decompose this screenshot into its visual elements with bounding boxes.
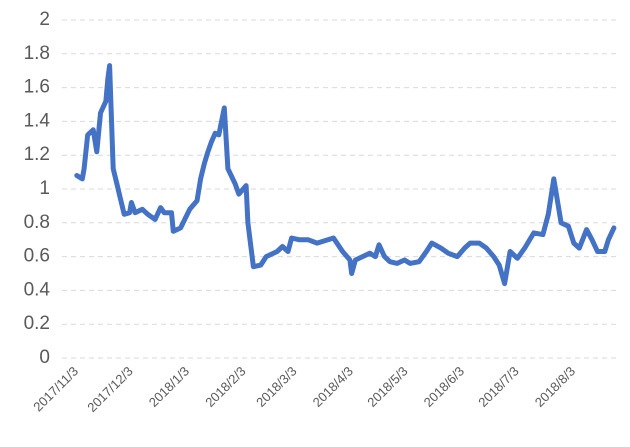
x-tick-label: 2018/4/3: [310, 364, 356, 410]
y-tick-label: 1: [39, 178, 50, 199]
x-tick-label: 2018/8/3: [532, 364, 578, 410]
x-tick-label: 2018/2/3: [202, 364, 248, 410]
y-tick-label: 2: [39, 9, 50, 30]
y-tick-label: 1.8: [24, 43, 50, 64]
line-series: [74, 63, 617, 287]
y-tick-label: 1.4: [24, 110, 51, 131]
y-tick-label: 0.6: [24, 246, 50, 267]
x-tick-label: 2018/5/3: [364, 364, 410, 410]
y-tick-label: 0.4: [24, 279, 51, 300]
y-tick-label: 1.2: [24, 144, 50, 165]
y-tick-label: 1.6: [24, 77, 50, 98]
x-tick-label: 2017/12/3: [84, 364, 136, 416]
x-tick-label: 2018/1/3: [146, 364, 192, 410]
x-tick-label: 2017/11/3: [30, 364, 81, 415]
y-tick-label: 0: [39, 347, 50, 368]
y-tick-label: 0.2: [24, 313, 50, 334]
x-tick-label: 2018/7/3: [475, 364, 521, 410]
y-tick-label: 0.8: [24, 212, 50, 233]
x-tick-label: 2018/6/3: [421, 364, 467, 410]
x-tick-label: 2018/3/3: [253, 364, 299, 410]
